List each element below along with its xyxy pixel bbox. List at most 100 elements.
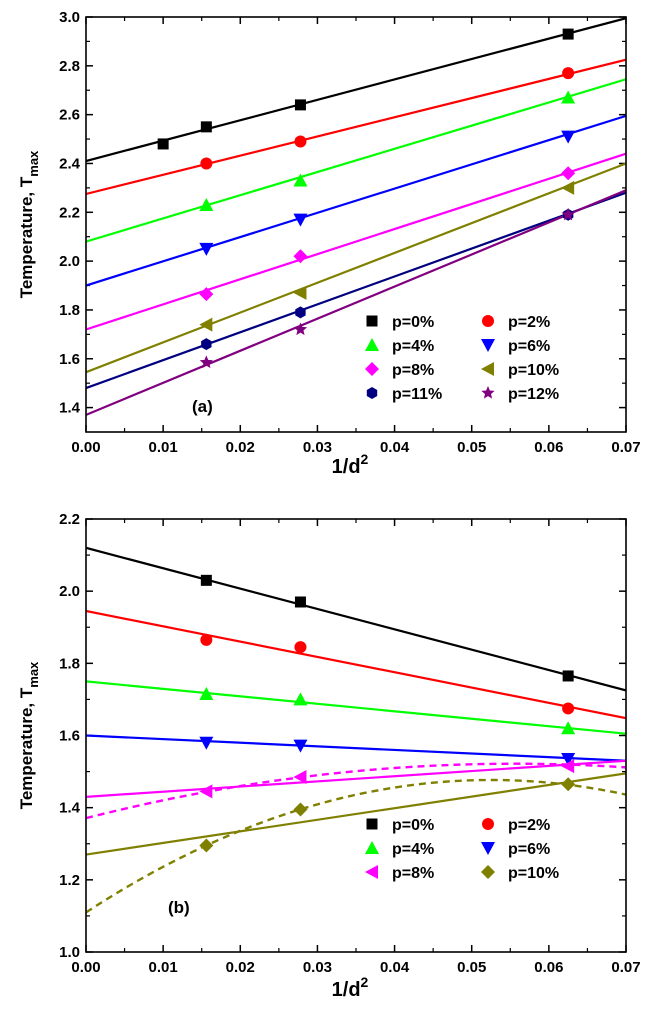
y-tick-label: 1.2 — [59, 872, 80, 889]
marker-p-11pct — [295, 306, 306, 319]
legend-marker — [365, 338, 379, 351]
marker-p-8pct — [199, 287, 214, 302]
legend-label: p=12% — [508, 386, 559, 403]
y-axis-title-main: Temperature, T — [17, 687, 36, 809]
marker-p-0pct — [562, 670, 574, 682]
fit-line-p-4pct — [86, 680, 626, 735]
x-tick-label: 0.03 — [303, 439, 332, 456]
x-axis-title-main: 1/d — [332, 456, 361, 478]
fit-line-p-8pct — [86, 152, 626, 331]
legend-marker — [366, 315, 378, 327]
y-tick-label: 2.2 — [59, 511, 80, 528]
marker-p-2pct — [200, 633, 213, 646]
marker-p-8pct — [561, 759, 575, 774]
y-axis-title-sub: max — [26, 661, 41, 688]
marker-p-0pct — [294, 596, 306, 608]
legend-marker — [365, 841, 379, 854]
marker-p-12pct — [199, 355, 213, 369]
y-tick-label: 1.4 — [59, 800, 81, 817]
chart-panel-b: 0.00 0.01 0.02 0.03 0.04 0.05 0.06 0.07 1.0 1.2 1.… — [17, 511, 641, 1001]
y-axis-title-main: Temperature, T — [17, 176, 36, 298]
x-tick-label: 0.03 — [303, 959, 332, 976]
legend-marker — [365, 362, 379, 376]
legend-marker — [482, 315, 494, 327]
y-tick-label: 2.0 — [59, 253, 80, 270]
marker-p-10pct — [561, 180, 575, 195]
x-tick-label: 0.02 — [226, 959, 255, 976]
marker-p-2pct — [562, 702, 575, 715]
legend-marker — [366, 387, 378, 399]
marker-p-10pct — [293, 285, 307, 300]
x-tick-label: 0.05 — [457, 439, 486, 456]
fit-line-p-8pct — [86, 759, 626, 798]
legend-label: p=10% — [508, 362, 559, 379]
x-tick-label: 0.07 — [611, 439, 640, 456]
marker-p-6pct — [293, 213, 308, 227]
y-tick-label: 2.6 — [59, 107, 80, 124]
marker-p-6pct — [199, 242, 214, 256]
legend-label: p=10% — [508, 865, 559, 882]
legend-marker — [365, 865, 378, 879]
marker-p-2pct — [294, 641, 307, 654]
marker-p-8pct — [293, 249, 308, 264]
legend-marker — [481, 842, 495, 855]
y-tick-label: 1.6 — [59, 728, 80, 745]
y-tick-label: 1.0 — [59, 944, 80, 961]
x-tick-label: 0.00 — [71, 959, 100, 976]
legend-label: p=0% — [392, 817, 434, 834]
legend-marker — [481, 362, 494, 376]
plot-frame — [85, 16, 627, 433]
fit-line-p-10pct — [86, 162, 626, 374]
legend-label: p=6% — [508, 841, 550, 858]
marker-p-2pct — [562, 67, 575, 80]
x-axis-title-main: 1/d — [332, 979, 361, 1001]
y-tick-label: 2.4 — [59, 155, 81, 172]
marker-p-10pct — [561, 777, 576, 792]
legend-label: p=8% — [392, 865, 434, 882]
fit-line-p-11pct — [86, 191, 626, 390]
y-tick-label: 1.8 — [59, 302, 80, 319]
panel-label: (b) — [168, 898, 190, 917]
marker-p-8pct — [293, 769, 307, 784]
x-tick-label: 0.05 — [457, 959, 486, 976]
marker-p-6pct — [561, 130, 576, 144]
x-axis-title: 1/d2 — [332, 451, 369, 478]
plot-area — [86, 546, 626, 914]
marker-p-4pct — [199, 687, 214, 701]
marker-p-11pct — [201, 338, 212, 351]
fit-line-p-10pct — [86, 772, 626, 856]
legend-label: p=8% — [392, 362, 434, 379]
marker-p-2pct — [294, 135, 307, 148]
y-tick-label: 1.6 — [59, 351, 80, 368]
legend-label: p=4% — [392, 338, 434, 355]
fit-line-p-4pct — [86, 78, 626, 243]
y-tick-label: 1.4 — [59, 400, 81, 417]
marker-p-8pct — [199, 784, 213, 799]
y-tick-label: 3.0 — [59, 9, 80, 26]
fit-line-p-12pct — [86, 189, 626, 416]
marker-p-6pct — [561, 752, 576, 766]
fit-line-p-0pct — [86, 546, 626, 692]
chart-panel-a: 0.00 0.01 0.02 0.03 0.04 0.05 0.06 0.07 1.4 1.6 1.… — [17, 9, 641, 478]
marker-p-4pct — [293, 692, 308, 706]
marker-p-6pct — [199, 736, 214, 750]
x-axis-title: 1/d2 — [332, 974, 369, 1001]
x-axis-title-sup: 2 — [361, 451, 369, 467]
marker-p-6pct — [293, 739, 308, 753]
x-axis-title-sup: 2 — [361, 974, 369, 990]
x-tick-label: 0.02 — [226, 439, 255, 456]
marker-p-10pct — [293, 802, 308, 817]
x-tick-label: 0.04 — [380, 439, 410, 456]
marker-p-2pct — [200, 157, 213, 170]
x-tick-label: 0.01 — [149, 439, 178, 456]
marker-p-4pct — [293, 173, 308, 187]
legend-marker — [366, 818, 378, 830]
x-tick-label: 0.04 — [380, 959, 410, 976]
y-axis-title-sub: max — [26, 150, 41, 177]
legend-label: p=2% — [508, 314, 550, 331]
marker-p-12pct — [293, 322, 308, 336]
y-tick-label: 2.8 — [59, 58, 80, 75]
marker-p-10pct — [199, 838, 214, 853]
